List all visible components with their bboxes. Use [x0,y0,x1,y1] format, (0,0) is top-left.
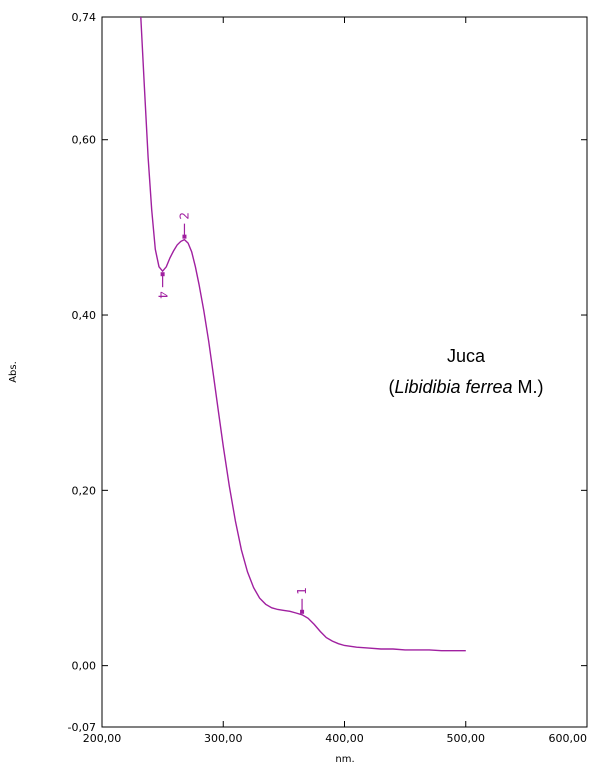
x-axis-title: nm. [335,754,354,765]
y-axis-title: Abs. [8,361,19,383]
x-tick-label: 400,00 [325,732,364,745]
peak-label: 1 [295,587,309,595]
peak-label: 2 [177,212,191,220]
y-tick-label: 0,74 [72,11,97,24]
series-line [140,16,466,652]
x-tick-label: 500,00 [447,732,486,745]
x-tick-label: 300,00 [204,732,243,745]
peak-marker-4: 4 [156,272,170,299]
annotation-prefix: ( [388,377,394,397]
y-tick-label: -0,07 [68,721,96,734]
annotation-line-1: Juca [447,346,486,366]
peak-marker-2: 2 [177,212,191,239]
peak-label: 4 [156,291,170,299]
plot-frame [101,16,588,728]
x-tick-label: 600,00 [549,732,588,745]
y-axis-ticks: 0,74 0,60 0,40 0,20 0,00 -0,07 [68,11,587,734]
y-tick-label: 0,40 [72,309,97,322]
peak-dot [182,234,187,239]
x-tick-label: 200,00 [83,732,122,745]
annotation-line-2: (Libidibia ferrea M.) [388,377,543,397]
y-tick-label: 0,60 [72,134,97,147]
y-tick-label: 0,00 [72,660,97,673]
peak-marker-1: 1 [295,587,309,614]
y-tick-label: 0,20 [72,484,97,497]
annotation-suffix: M.) [513,377,544,397]
peak-markers: 2 4 1 [156,212,309,614]
x-axis-ticks: 200,00 300,00 400,00 500,00 600,00 [83,17,587,745]
peak-dot [300,609,305,614]
annotation-species: Libidibia ferrea [394,377,512,397]
peak-dot [160,272,165,277]
